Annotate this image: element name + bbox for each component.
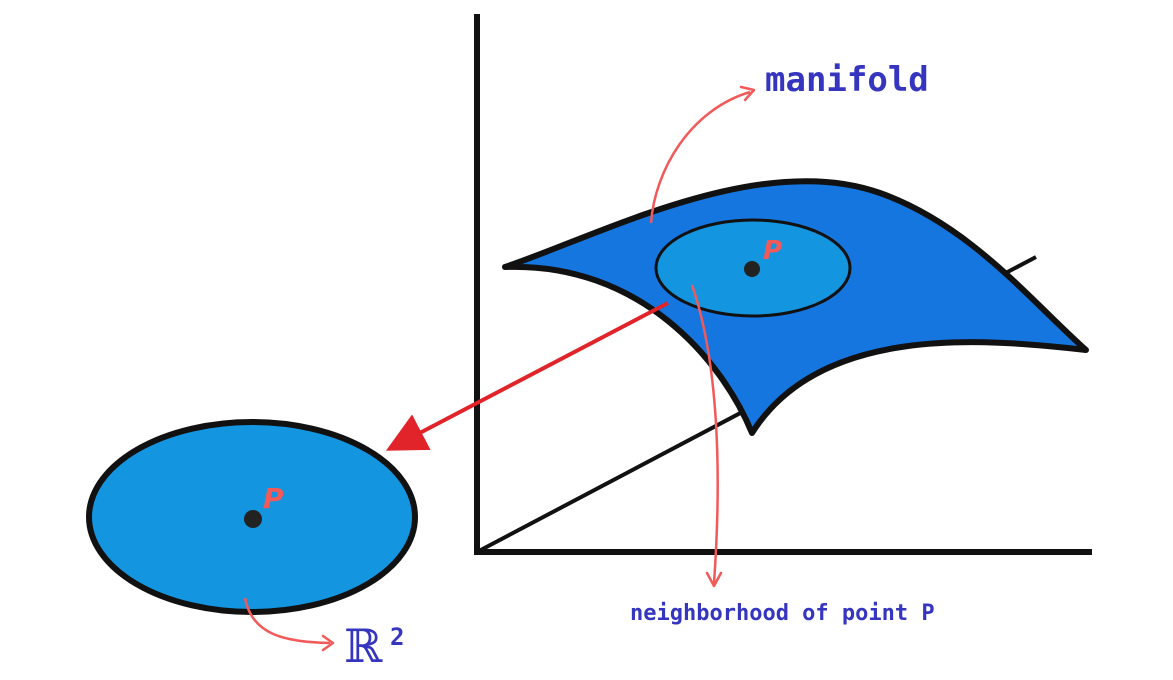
r2-symbol: ℝ bbox=[344, 619, 383, 673]
r2-label: ℝ 2 bbox=[344, 619, 404, 673]
neighborhood-label: neighborhood of point P bbox=[630, 601, 935, 626]
point-p-label-manifold: P bbox=[763, 236, 782, 266]
chart-map-arrow bbox=[385, 301, 669, 451]
point-p-dot-manifold bbox=[744, 261, 760, 277]
point-p-label-disk: P bbox=[263, 482, 284, 515]
r2-exponent: 2 bbox=[390, 623, 404, 651]
r2-annotation-arrow bbox=[243, 597, 335, 652]
point-p-dot-disk bbox=[244, 510, 262, 528]
manifold-label: manifold bbox=[765, 60, 929, 100]
neighborhood-annotation-arrow bbox=[690, 284, 723, 588]
manifold-annotation-arrow bbox=[649, 85, 756, 224]
